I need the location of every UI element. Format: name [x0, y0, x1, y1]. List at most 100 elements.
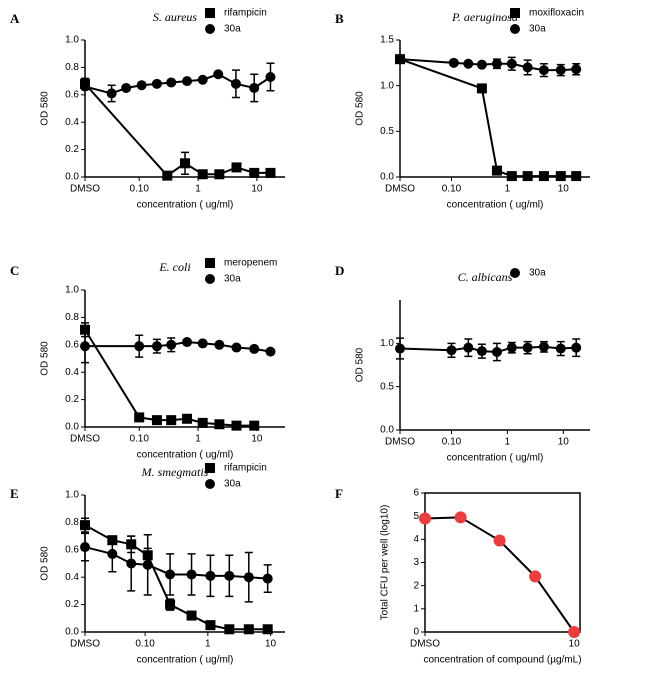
marker	[166, 77, 177, 88]
panel-label: B	[335, 11, 344, 26]
marker	[151, 78, 162, 89]
x-tick-label: 0.10	[442, 437, 462, 448]
x-tick-label: 0.10	[129, 184, 149, 195]
y-tick-label: 1.0	[380, 338, 394, 349]
legend-label: 30a	[224, 24, 241, 35]
marker	[213, 69, 224, 80]
marker	[121, 82, 132, 93]
y-tick-label: 0.6	[65, 89, 79, 100]
legend-label: moxifloxacin	[529, 8, 584, 19]
y-tick-label: 1.5	[380, 35, 394, 46]
series-line	[399, 58, 577, 178]
marker	[522, 342, 533, 353]
marker	[134, 412, 145, 423]
marker	[522, 62, 533, 73]
y-tick-label: 0.0	[65, 627, 79, 638]
y-tick-label: 0.0	[65, 422, 79, 433]
legend-marker	[205, 8, 215, 18]
y-tick-label: 0	[413, 627, 419, 638]
marker	[249, 343, 260, 354]
panel-label: F	[335, 486, 343, 501]
y-tick-label: 0.4	[65, 572, 79, 583]
marker	[463, 58, 474, 69]
x-axis-label: concentration ( ug/ml)	[137, 200, 234, 211]
y-tick-label: 1	[413, 603, 419, 614]
y-tick-label: 0.6	[65, 544, 79, 555]
y-axis-label: OD 580	[355, 347, 366, 382]
marker	[476, 346, 487, 357]
marker	[134, 341, 145, 352]
marker	[165, 599, 176, 610]
marker	[166, 339, 177, 350]
x-tick-label: 10	[558, 437, 570, 448]
x-tick-label: 10	[569, 639, 581, 650]
marker	[555, 171, 566, 182]
x-tick-label: DMSO	[70, 639, 100, 650]
y-tick-label: 0.6	[65, 339, 79, 350]
marker	[243, 624, 254, 635]
marker	[395, 343, 405, 354]
marker	[265, 71, 276, 82]
marker	[224, 624, 235, 635]
marker	[395, 54, 405, 65]
series-line	[399, 345, 577, 354]
y-tick-label: 1.0	[380, 80, 394, 91]
x-tick-label: DMSO	[70, 184, 100, 195]
panel-title: M. smegmatis	[141, 465, 209, 479]
x-tick-label: DMSO	[410, 639, 440, 650]
y-tick-label: 0.2	[65, 144, 79, 155]
marker	[265, 346, 276, 357]
y-tick-label: 6	[413, 488, 419, 499]
legend-marker	[205, 463, 215, 473]
marker	[555, 343, 566, 354]
marker	[231, 342, 242, 353]
series-line	[84, 546, 268, 580]
x-tick-label: 0.10	[129, 434, 149, 445]
panel-title: S. aureus	[153, 10, 198, 24]
panel-label: E	[10, 486, 19, 501]
marker	[151, 415, 162, 426]
y-tick-label: 0.8	[65, 517, 79, 528]
marker	[214, 419, 225, 430]
marker	[249, 420, 260, 431]
marker	[205, 570, 216, 581]
series-line	[84, 524, 268, 631]
marker	[106, 88, 117, 99]
legend-marker	[205, 274, 215, 284]
marker	[126, 558, 137, 569]
marker	[182, 76, 193, 87]
marker	[448, 57, 459, 68]
y-tick-label: 0.5	[380, 126, 394, 137]
y-tick-label: 0.4	[65, 117, 79, 128]
marker	[80, 520, 90, 531]
legend-label: 30a	[224, 479, 241, 490]
marker	[262, 573, 273, 584]
y-axis-label: OD 580	[40, 341, 51, 376]
x-tick-label: DMSO	[385, 437, 415, 448]
marker	[463, 342, 474, 353]
marker	[80, 542, 90, 553]
marker	[476, 59, 487, 70]
x-tick-label: 1	[195, 184, 201, 195]
x-tick-label: DMSO	[385, 184, 415, 195]
y-tick-label: 0.2	[65, 394, 79, 405]
x-tick-label: 10	[558, 184, 570, 195]
marker	[224, 570, 235, 581]
y-tick-label: 1.0	[65, 285, 79, 296]
marker	[142, 559, 153, 570]
y-tick-label: 0.0	[380, 172, 394, 183]
marker	[166, 415, 177, 426]
panel-title: P. aeruginosa	[451, 10, 518, 24]
x-tick-label: DMSO	[70, 434, 100, 445]
series-line	[399, 58, 577, 72]
y-tick-label: 0.5	[380, 381, 394, 392]
marker	[197, 74, 208, 85]
marker	[454, 511, 467, 524]
marker	[182, 413, 193, 424]
marker	[446, 345, 457, 356]
marker	[476, 83, 487, 94]
y-axis-label: OD 580	[40, 546, 51, 581]
y-axis-label: OD 580	[355, 91, 366, 126]
marker	[491, 165, 502, 176]
